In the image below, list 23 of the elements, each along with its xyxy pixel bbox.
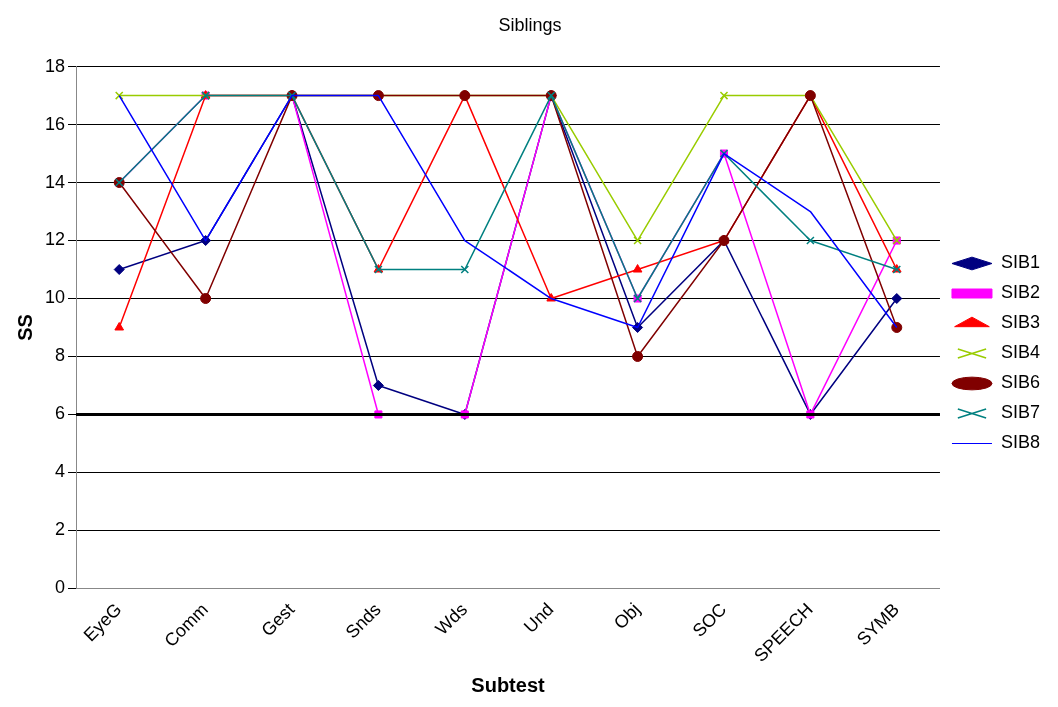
legend-label: SIB2 bbox=[1000, 282, 1041, 303]
y-tick-label: 18 bbox=[44, 55, 66, 76]
legend-label: SIB7 bbox=[1000, 402, 1041, 423]
y-axis-title: SS bbox=[13, 314, 36, 341]
y-tick-label: 2 bbox=[55, 519, 66, 540]
y-tick-label: 10 bbox=[44, 287, 66, 308]
y-tick-label: 0 bbox=[55, 577, 66, 598]
y-tick-label: 6 bbox=[55, 403, 66, 424]
y-tick-label: 8 bbox=[55, 345, 66, 366]
legend-label: SIB3 bbox=[1000, 312, 1041, 333]
x-axis-title: Subtest bbox=[471, 673, 546, 696]
x-tick-label: Und bbox=[520, 599, 558, 637]
chart-title: Siblings bbox=[498, 14, 562, 35]
legend-label: SIB6 bbox=[1000, 372, 1041, 393]
legend-label: SIB8 bbox=[1000, 432, 1041, 453]
x-tick-label: Wds bbox=[431, 599, 472, 639]
y-tick-label: 12 bbox=[44, 229, 66, 250]
y-tick-label: 16 bbox=[44, 113, 66, 134]
legend-label: SIB1 bbox=[1000, 252, 1041, 273]
y-tick-label: 14 bbox=[44, 171, 66, 192]
y-tick-label: 4 bbox=[55, 461, 66, 482]
legend-label: SIB4 bbox=[1000, 342, 1041, 363]
x-tick-label: Obj bbox=[609, 599, 644, 634]
